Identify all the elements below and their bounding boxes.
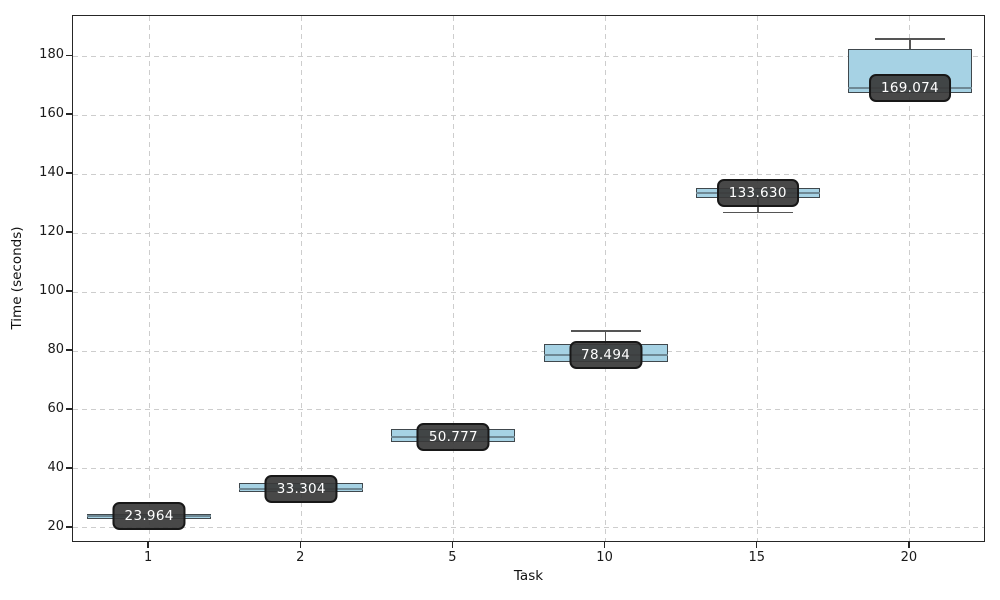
y-tick-mark — [66, 54, 72, 56]
grid-line-horizontal — [73, 232, 984, 234]
median-label: 78.494 — [569, 341, 643, 370]
y-tick-label: 140 — [39, 165, 64, 181]
grid-line-horizontal — [73, 409, 984, 411]
y-tick-mark — [66, 467, 72, 469]
median-label: 50.777 — [416, 423, 490, 452]
median-label: 169.074 — [868, 74, 951, 103]
y-tick-mark — [66, 290, 72, 292]
plot-area: 23.964 33.304 50.777 78.494 133.630 169.074 — [72, 15, 985, 542]
grid-line-vertical — [452, 16, 454, 541]
x-tick-label: 20 — [900, 550, 918, 565]
grid-line-vertical — [148, 16, 150, 541]
x-tick-mark — [603, 542, 606, 548]
whisker-cap-lower — [722, 211, 793, 214]
x-tick-mark — [756, 542, 758, 548]
median-label: 23.964 — [112, 502, 186, 531]
x-tick-mark — [299, 542, 301, 548]
x-tick-label: 2 — [296, 550, 305, 565]
x-tick-label: 5 — [448, 550, 457, 565]
x-tick-label: 10 — [596, 550, 613, 565]
whisker-upper — [909, 39, 911, 50]
y-tick-mark — [66, 113, 72, 115]
grid-line-horizontal — [73, 173, 984, 175]
grid-line-horizontal — [73, 527, 984, 529]
y-tick-label: 20 — [47, 518, 64, 534]
whisker-upper — [604, 330, 607, 344]
whisker-cap-upper — [874, 38, 945, 40]
y-tick-mark — [66, 231, 72, 233]
x-tick-label: 15 — [748, 550, 766, 565]
median-label: 33.304 — [264, 474, 338, 503]
grid-line-vertical — [757, 16, 759, 541]
x-axis-label: Task — [513, 568, 544, 584]
y-tick-label: 80 — [47, 342, 64, 357]
grid-line-horizontal — [73, 55, 984, 57]
x-tick-mark — [451, 542, 453, 548]
y-tick-label: 180 — [39, 47, 64, 63]
x-tick-label: 1 — [143, 550, 153, 565]
whisker-cap-upper — [570, 330, 641, 332]
y-tick-mark — [66, 408, 72, 410]
x-tick-mark — [908, 542, 910, 548]
y-tick-mark — [66, 349, 72, 351]
y-tick-label: 160 — [39, 106, 64, 122]
grid-line-horizontal — [73, 114, 984, 116]
y-tick-label: 40 — [47, 459, 64, 475]
median-label: 133.630 — [716, 178, 799, 207]
y-tick-mark — [66, 172, 72, 174]
y-tick-label: 100 — [39, 283, 64, 299]
x-tick-mark — [147, 542, 149, 548]
y-tick-label: 60 — [47, 400, 64, 416]
grid-line-vertical — [300, 16, 302, 541]
grid-line-horizontal — [73, 350, 984, 352]
y-tick-label: 120 — [39, 224, 64, 240]
y-tick-mark — [66, 526, 72, 528]
grid-line-horizontal — [73, 468, 984, 470]
grid-line-vertical — [909, 16, 911, 541]
grid-line-horizontal — [73, 291, 984, 293]
grid-line-vertical — [605, 16, 607, 541]
